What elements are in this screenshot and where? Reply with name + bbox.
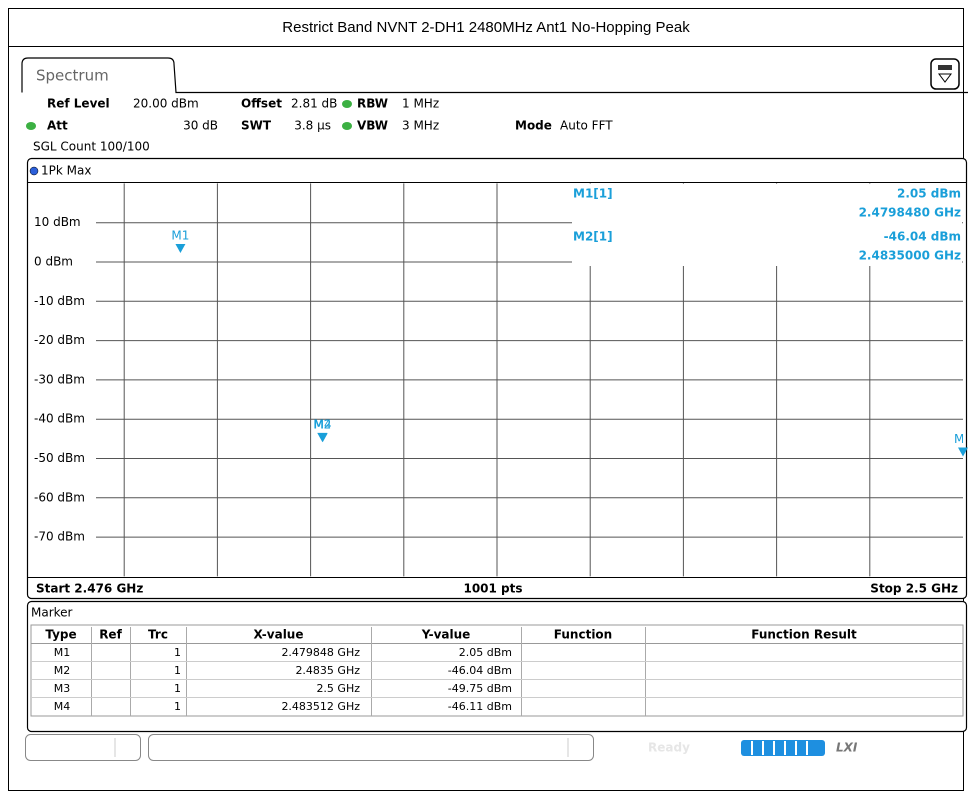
marker <box>317 433 328 443</box>
status-dot <box>342 122 352 130</box>
column-header: Function <box>554 628 612 642</box>
tab-outline <box>21 57 968 94</box>
setting-value: 1 MHz <box>402 97 439 111</box>
cell-type: M1 <box>54 646 71 659</box>
marker-info-bg <box>572 184 962 266</box>
marker-info-name: M1[1] <box>573 187 613 201</box>
marker-label: M2 <box>313 417 331 431</box>
trace-dot <box>29 166 39 176</box>
status-field <box>25 734 141 761</box>
sweep-count: SGL Count 100/100 <box>33 140 150 154</box>
setting-value: 3 MHz <box>402 119 439 133</box>
stop-label: Stop 2.5 GHz <box>870 582 958 596</box>
column-header: X-value <box>254 628 304 642</box>
marker-table-title: Marker <box>31 606 73 620</box>
status-field <box>148 734 594 761</box>
column-header: Function Result <box>751 628 857 642</box>
cell-trc: 1 <box>174 664 181 677</box>
cell-trc: 1 <box>174 700 181 713</box>
setting-value: 30 dB <box>183 119 218 133</box>
marker-table: Type Ref Trc X-value Y-value Function Function… <box>30 624 964 717</box>
column-header: Type <box>45 628 76 642</box>
y-tick-label: -70 dBm <box>34 530 85 544</box>
cell-y: -46.04 dBm <box>448 664 512 677</box>
status-ready: Ready <box>648 741 690 755</box>
progress-bar <box>741 740 825 756</box>
setting-label: Mode <box>515 119 552 133</box>
progress-ticks <box>751 741 808 755</box>
setting-label: Offset <box>241 97 282 111</box>
points-label: 1001 pts <box>463 582 522 596</box>
cell-trc: 1 <box>174 646 181 659</box>
y-tick-label: -30 dBm <box>34 372 85 386</box>
marker <box>958 447 968 457</box>
y-tick-label: -20 dBm <box>34 333 85 347</box>
marker-label: M1 <box>171 228 189 242</box>
title: Restrict Band NVNT 2-DH1 2480MHz Ant1 No… <box>282 19 690 36</box>
marker-info-level: 2.05 dBm <box>897 187 961 201</box>
icon-glyph <box>938 65 952 70</box>
setting-value: 3.8 µs <box>294 119 331 133</box>
setting-value: 20.00 dBm <box>133 97 199 111</box>
marker-info-level: -46.04 dBm <box>884 230 961 244</box>
cell-type: M3 <box>54 682 71 695</box>
status-dot <box>342 100 352 108</box>
start-label: Start 2.476 GHz <box>36 582 143 596</box>
y-tick-label: -50 dBm <box>34 451 85 465</box>
cell-type: M4 <box>54 700 71 713</box>
marker-info-name: M2[1] <box>573 230 613 244</box>
cell-x: 2.483512 GHz <box>281 700 360 713</box>
setting-label: VBW <box>357 119 388 133</box>
lxi-logo: LXI <box>836 741 858 755</box>
cell-type: M2 <box>54 664 71 677</box>
trace-label: 1Pk Max <box>41 164 91 178</box>
marker <box>175 243 186 253</box>
cell-x: 2.479848 GHz <box>281 646 360 659</box>
icon-arrow <box>938 73 952 83</box>
setting-label: RBW <box>357 97 388 111</box>
marker-label: M4 <box>314 418 332 432</box>
setting-label: Ref Level <box>47 97 110 111</box>
y-tick-label: 0 dBm <box>34 255 73 269</box>
y-tick-label: -10 dBm <box>34 294 85 308</box>
marker-label: M3 <box>954 432 972 446</box>
column-header: Y-value <box>421 628 471 642</box>
cell-y: -46.11 dBm <box>448 700 512 713</box>
plot-area: 10 dBm 0 dBm -10 dBm -20 dBm -30 dBm -40 dBm -… <box>34 183 972 577</box>
setting-value: Auto FFT <box>560 119 613 133</box>
setting-value: 2.81 dB <box>291 97 337 111</box>
tab-label[interactable]: Spectrum <box>36 67 109 85</box>
marker-info-freq: 2.4798480 GHz <box>859 206 961 220</box>
column-header: Ref <box>99 628 122 642</box>
setting-label: Att <box>47 119 68 133</box>
status-dot <box>26 122 36 130</box>
cell-trc: 1 <box>174 682 181 695</box>
setting-label: SWT <box>241 119 272 133</box>
marker-info-freq: 2.4835000 GHz <box>859 249 961 263</box>
y-tick-label: -40 dBm <box>34 412 85 426</box>
y-tick-label: 10 dBm <box>34 215 81 229</box>
cell-y: 2.05 dBm <box>459 646 512 659</box>
column-header: Trc <box>148 628 168 642</box>
cell-x: 2.5 GHz <box>316 682 360 695</box>
y-tick-label: -60 dBm <box>34 490 85 504</box>
cell-y: -49.75 dBm <box>448 682 512 695</box>
cell-x: 2.4835 GHz <box>295 664 360 677</box>
